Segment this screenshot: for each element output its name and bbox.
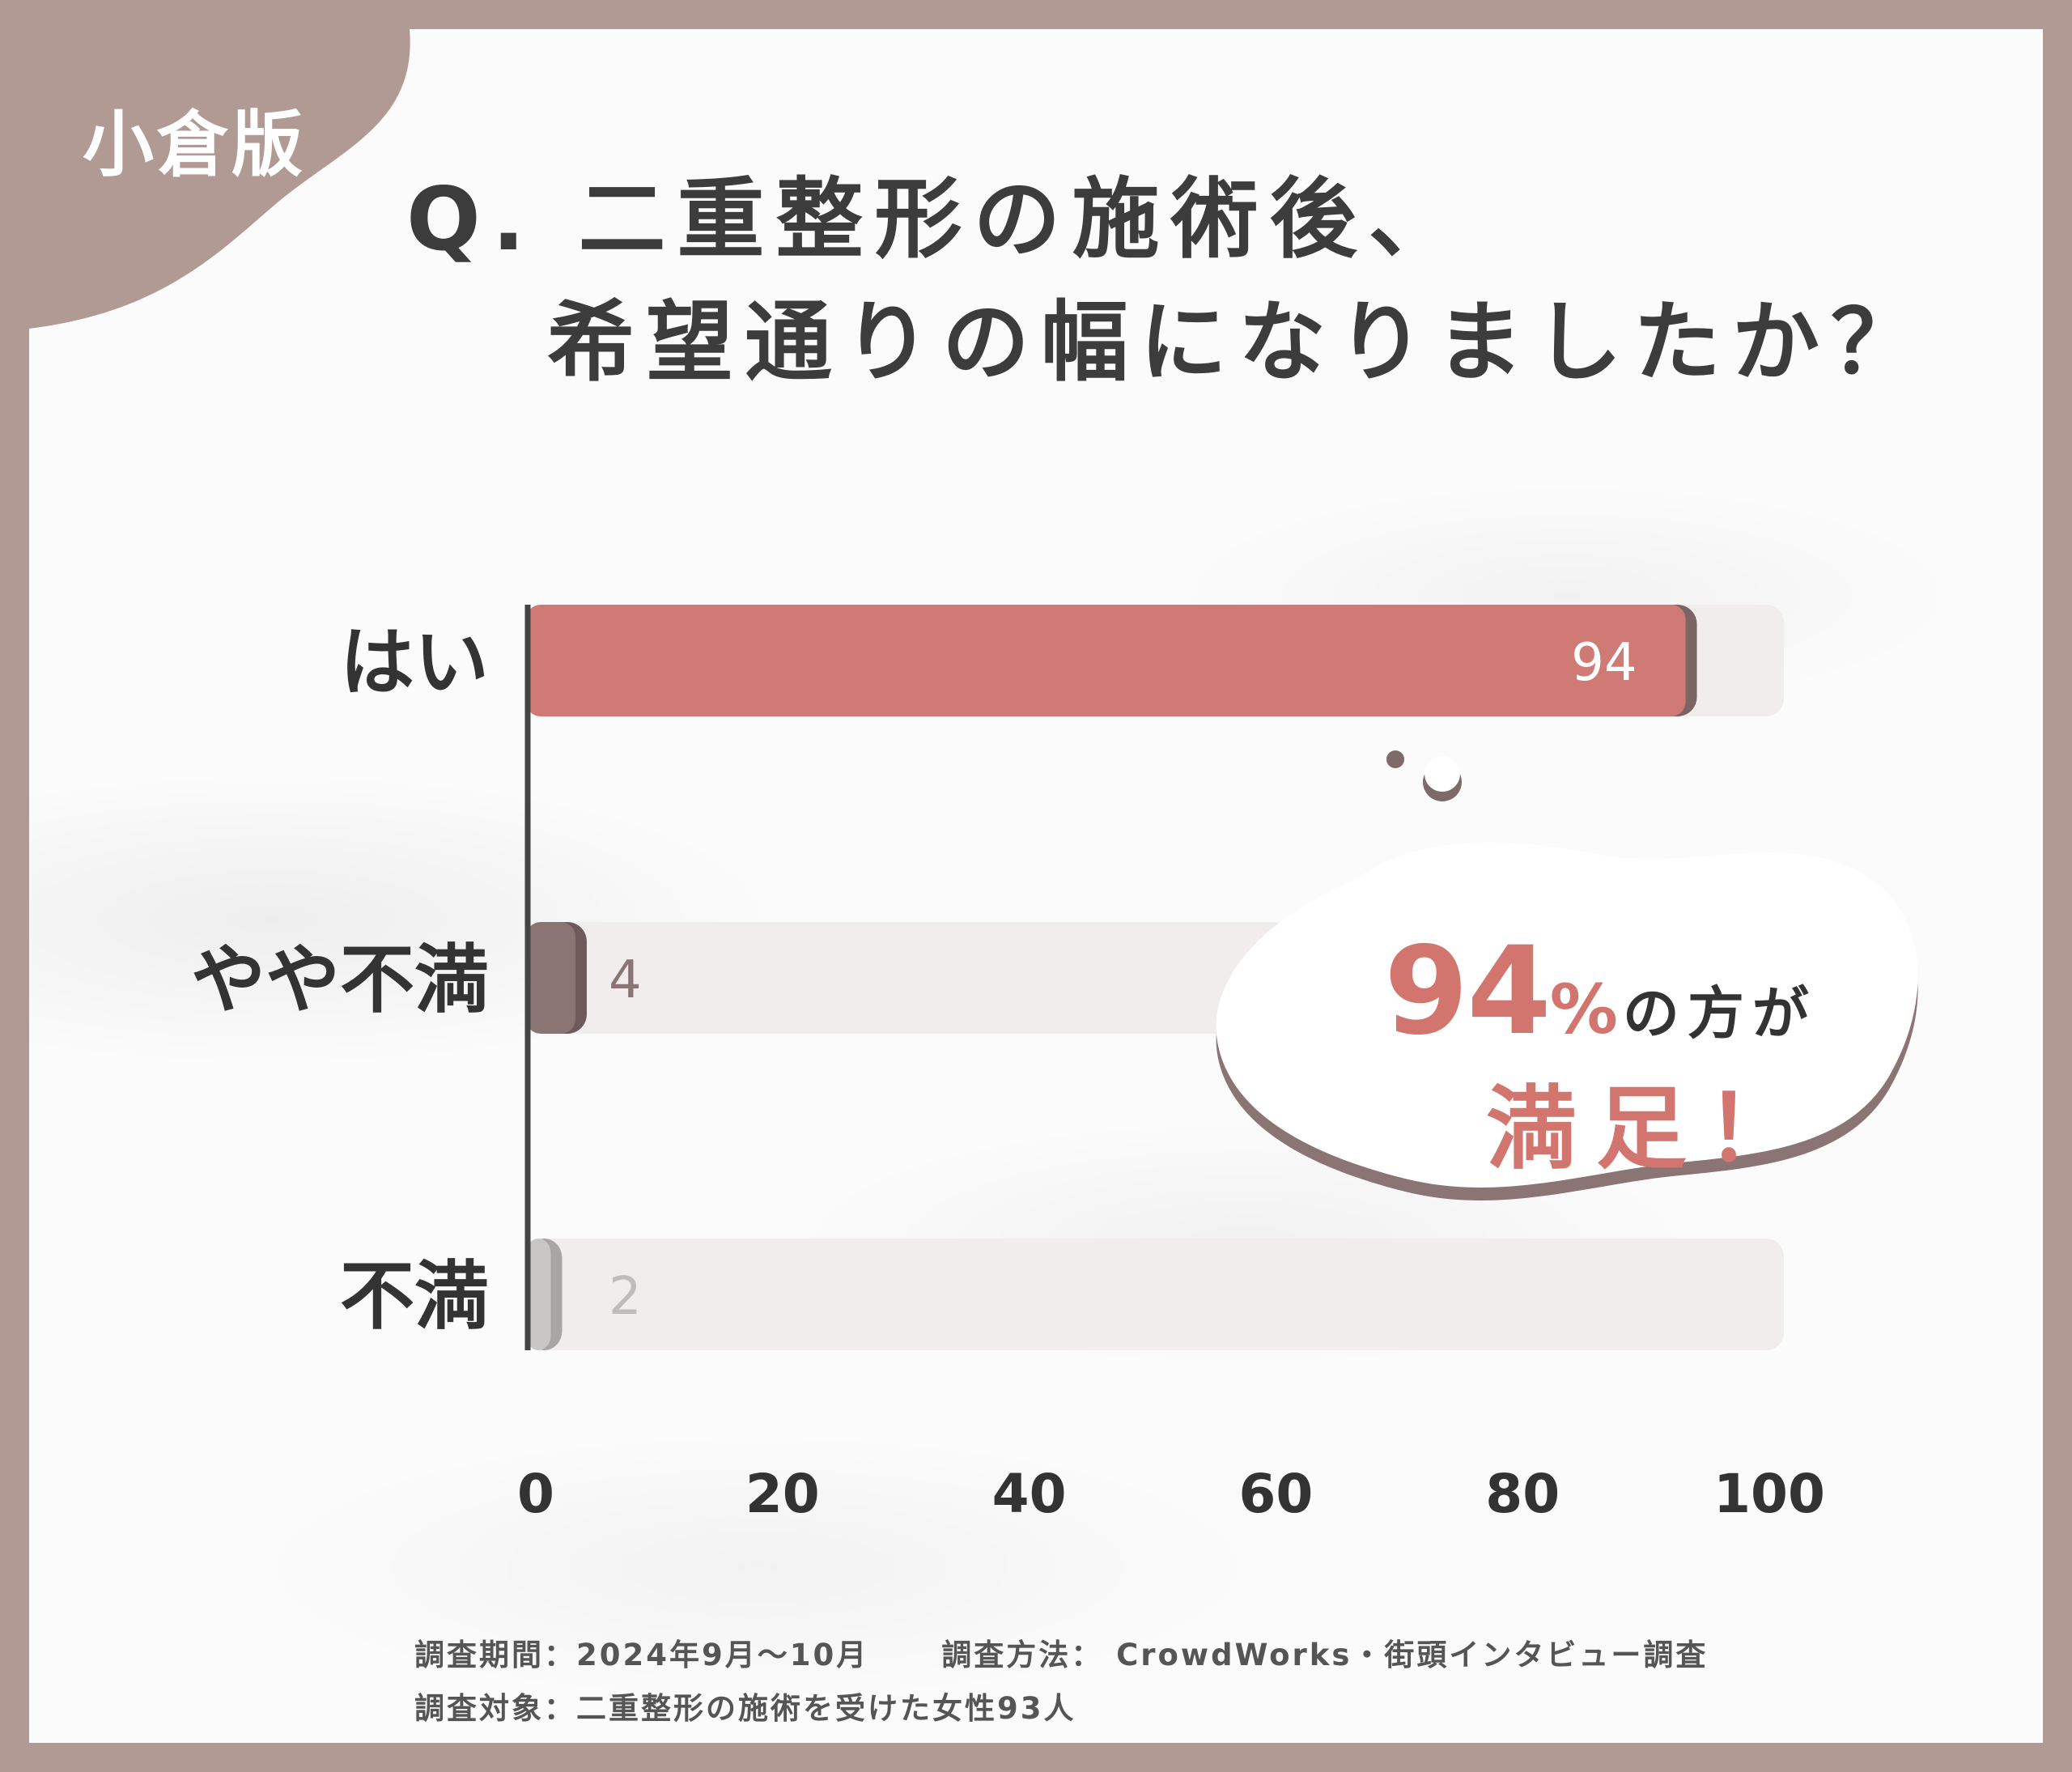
infographic-card: 小倉版 Q. 二重整形の施術後、 希望通りの幅になりましたか？ はい 94 やや不満…: [29, 29, 2043, 1743]
bubble-body: [1216, 842, 1918, 1188]
value-label: 2: [609, 1267, 642, 1327]
category-label: はい: [340, 619, 489, 706]
x-tick-label: 0: [517, 1463, 554, 1525]
question-title-line-1: Q. 二重整形の施術後、: [406, 169, 1467, 270]
value-label: 4: [609, 950, 642, 1010]
callout-suffix: の方が: [1622, 980, 1817, 1047]
callout-bubble: [1216, 750, 1918, 1200]
bar-track: [526, 1239, 1784, 1350]
category-label: 不満: [340, 1253, 489, 1340]
category-label: やや不満: [191, 937, 489, 1023]
thought-dot-small: [1386, 750, 1404, 768]
callout-percent: 94: [1384, 921, 1552, 1062]
callout-percent-sign: %: [1549, 970, 1618, 1049]
survey-note-row-1: 調査期間：2024年9月～10月 調査方法： CrowdWorks・街頭インタビュ…: [414, 1630, 1708, 1674]
survey-note-row-2: 調査対象：二重整形の施術を受けた女性93人: [414, 1684, 1076, 1727]
value-label: 94: [1571, 633, 1637, 693]
survey-method: 調査方法： CrowdWorks・街頭インタビュー調査: [941, 1638, 1709, 1672]
survey-target: 調査対象：二重整形の施術を受けた女性93人: [414, 1691, 1076, 1726]
corner-badge-shape: [29, 29, 410, 329]
callout-headline: 94%の方が: [1384, 921, 1817, 1062]
x-tick-label: 20: [745, 1463, 820, 1525]
bar: [526, 605, 1686, 716]
x-tick-label: 80: [1485, 1463, 1560, 1525]
callout-satisfied: 満足！: [1486, 1077, 1816, 1182]
bar: [526, 922, 575, 1034]
bar: [526, 1239, 551, 1350]
survey-period: 調査期間：2024年9月～10月: [414, 1638, 869, 1672]
question-title-line-2: 希望通りの幅になりましたか？: [547, 292, 1930, 393]
x-tick-label: 40: [992, 1463, 1067, 1525]
x-tick-label: 60: [1238, 1463, 1313, 1525]
edition-badge: 小倉版: [83, 103, 307, 186]
x-tick-label: 100: [1713, 1463, 1825, 1525]
